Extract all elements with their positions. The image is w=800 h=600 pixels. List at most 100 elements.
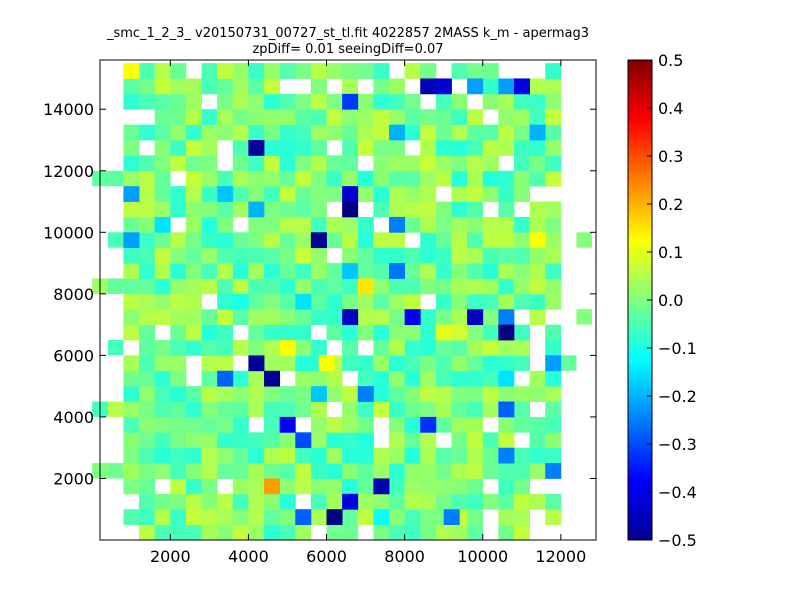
heatmap-cell: [451, 93, 468, 110]
heatmap-cell: [310, 416, 327, 433]
heatmap-cell: [342, 140, 359, 156]
heatmap-cell: [498, 416, 515, 433]
heatmap-cell: [185, 109, 202, 126]
heatmap-cell: [545, 232, 562, 249]
heatmap-cell: [232, 493, 249, 510]
heatmap-cell: [201, 386, 218, 402]
heatmap-cell: [498, 340, 515, 356]
heatmap-cell: [201, 232, 218, 249]
heatmap-cell: [232, 63, 249, 79]
heatmap-cell: [357, 263, 374, 279]
heatmap-cell: [201, 309, 218, 326]
heatmap-cell: [201, 370, 218, 387]
heatmap-cell: [279, 447, 296, 464]
heatmap-cell: [529, 309, 546, 326]
heatmap-cell: [295, 447, 312, 464]
heatmap-cell: [232, 186, 249, 202]
heatmap-cell: [201, 416, 218, 433]
heatmap-cell: [201, 63, 218, 79]
heatmap-cell: [248, 447, 265, 464]
heatmap-cell: [482, 340, 499, 356]
heatmap-cell: [420, 340, 437, 356]
heatmap-cell: [451, 155, 468, 172]
heatmap-cell: [529, 216, 546, 233]
heatmap-cell: [310, 509, 327, 526]
heatmap-cell: [342, 340, 359, 356]
heatmap-cell: [498, 232, 515, 249]
heatmap-cell: [467, 416, 484, 433]
heatmap-cell: [529, 447, 546, 464]
heatmap-cell: [170, 78, 187, 95]
heatmap-cell: [139, 340, 156, 356]
heatmap-cell: [310, 63, 327, 79]
heatmap-cell: [310, 93, 327, 110]
heatmap-cell: [310, 493, 327, 510]
heatmap-cell: [404, 324, 421, 341]
heatmap-cell: [467, 186, 484, 202]
heatmap-cell: [420, 509, 437, 526]
heatmap-cell: [389, 447, 406, 464]
heatmap-cell: [373, 524, 390, 541]
heatmap-cell: [310, 386, 327, 402]
heatmap-cell: [139, 401, 156, 418]
heatmap-cell: [154, 201, 171, 218]
heatmap-cell: [107, 340, 124, 356]
heatmap-cell: [201, 263, 218, 279]
heatmap-cell: [279, 278, 296, 295]
heatmap-cell: [310, 216, 327, 233]
heatmap-cell: [373, 447, 390, 464]
heatmap-cell: [482, 186, 499, 202]
heatmap-cell: [170, 247, 187, 264]
heatmap-cell: [467, 370, 484, 387]
heatmap-cell: [357, 140, 374, 156]
heatmap-cell: [529, 78, 546, 95]
heatmap-cell: [232, 201, 249, 218]
heatmap-cell: [513, 109, 531, 126]
heatmap-cell: [357, 109, 374, 126]
heatmap-cell: [279, 247, 296, 264]
heatmap-cell: [326, 432, 343, 449]
heatmap-cell: [513, 493, 531, 510]
heatmap-cell: [310, 232, 327, 249]
heatmap-cell: [123, 93, 140, 110]
heatmap-cell: [435, 447, 452, 464]
heatmap-cell: [201, 355, 218, 372]
heatmap-cell: [529, 232, 546, 249]
heatmap-cell: [139, 63, 156, 79]
heatmap-cell: [154, 109, 171, 126]
heatmap-cell: [232, 93, 249, 110]
heatmap-cell: [264, 386, 281, 402]
heatmap-cell: [467, 324, 484, 341]
heatmap-cell: [467, 216, 484, 233]
heatmap-cell: [310, 155, 327, 172]
heatmap-cell: [185, 340, 202, 356]
heatmap-cell: [467, 524, 484, 541]
heatmap-cell: [217, 186, 234, 202]
heatmap-cell: [342, 278, 359, 295]
heatmap-cell: [513, 140, 531, 156]
heatmap-cell: [326, 263, 343, 279]
heatmap-cell: [217, 386, 234, 402]
heatmap-cell: [139, 232, 156, 249]
heatmap-cell: [107, 401, 124, 417]
heatmap-cell: [201, 78, 218, 95]
heatmap-cell: [295, 201, 312, 218]
heatmap-cell: [389, 493, 406, 510]
heatmap-cell: [498, 463, 515, 479]
heatmap-cell: [357, 278, 374, 295]
heatmap-cell: [467, 140, 484, 156]
heatmap-cell: [264, 324, 281, 341]
heatmap-cell: [498, 124, 515, 141]
colorbar-axis: 0.5 0.4 0.3 0.2 0.1 0.0 −0.1 −0.2 −0.3 −0.4 −0.5: [647, 51, 697, 550]
heatmap-cell: [545, 493, 562, 510]
heatmap-cell: [513, 155, 531, 172]
heatmap-cell: [529, 416, 546, 433]
heatmap-cell: [389, 216, 406, 233]
heatmap-cell: [357, 493, 374, 510]
heatmap-cell: [389, 355, 406, 372]
heatmap-cell: [264, 278, 281, 295]
heatmap-cell: [467, 155, 484, 172]
heatmap-cell: [170, 432, 187, 449]
heatmap-cell: [404, 247, 421, 264]
heatmap-cell: [357, 416, 374, 433]
